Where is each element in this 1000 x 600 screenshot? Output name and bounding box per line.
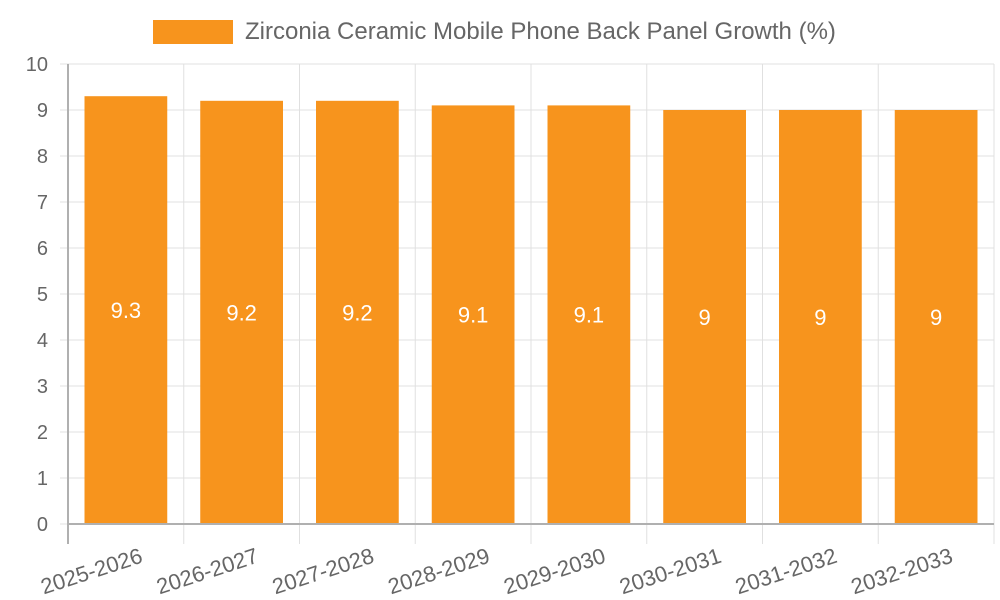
bar: [316, 100, 399, 525]
y-tick-label: 8: [37, 146, 48, 168]
bar-value-label: 9.2: [226, 300, 257, 325]
x-tick-label: 2025-2026: [38, 543, 146, 599]
y-tick-label: 6: [37, 238, 48, 260]
chart-legend[interactable]: Zirconia Ceramic Mobile Phone Back Panel…: [153, 18, 836, 45]
y-tick-label: 5: [37, 284, 48, 306]
y-tick-label: 0: [37, 514, 48, 536]
bar: [84, 96, 168, 524]
x-tick-label: 2031-2032: [732, 543, 840, 599]
legend-swatch: [153, 20, 233, 44]
y-tick-label: 4: [37, 330, 48, 352]
y-tick-label: 10: [26, 54, 48, 76]
bar: [431, 105, 515, 525]
y-tick-label: 3: [37, 376, 48, 398]
y-tick-label: 1: [37, 468, 48, 490]
y-tick-label: 9: [37, 100, 48, 122]
y-axis-labels: 0 1 2 3 4 5 6 7 8 9 10: [26, 54, 48, 536]
bar: [663, 110, 746, 524]
legend-label: Zirconia Ceramic Mobile Phone Back Panel…: [245, 18, 836, 45]
bar: [779, 110, 862, 524]
bar-value-label: 9.2: [342, 300, 373, 325]
x-tick-label: 2032-2033: [848, 543, 956, 599]
x-tick-label: 2027-2028: [269, 543, 377, 599]
bar: [200, 100, 283, 525]
bar-value-label: 9: [699, 305, 711, 330]
bar-value-label: 9: [930, 305, 942, 330]
bar-value-label: 9.1: [458, 303, 489, 328]
bar-value-label: 9.3: [111, 298, 142, 323]
x-tick-label: 2028-2029: [385, 543, 493, 599]
y-tick-label: 7: [37, 192, 48, 214]
y-tick-label: 2: [37, 422, 48, 444]
x-tick-label: 2029-2030: [501, 543, 609, 599]
bar: [894, 110, 978, 524]
bar-value-label: 9: [814, 305, 826, 330]
bars: [84, 96, 978, 525]
data-labels: 9.3 9.2 9.2 9.1 9.1 9 9 9: [111, 298, 943, 330]
x-tick-label: 2026-2027: [153, 543, 261, 599]
x-tick-label: 2030-2031: [616, 543, 724, 599]
x-axis-labels: 2025-2026 2026-2027 2027-2028 2028-2029 2029…: [38, 543, 956, 599]
bar-value-label: 9.1: [574, 303, 605, 328]
bar: [547, 105, 631, 525]
